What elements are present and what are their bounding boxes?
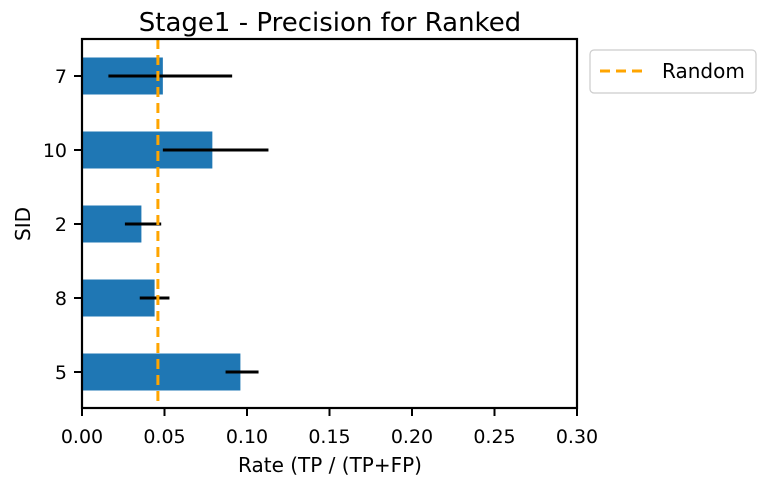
x-tick-label: 0.00 [61, 426, 103, 448]
y-tick-label: 5 [55, 362, 67, 384]
x-axis-label: Rate (TP / (TP+FP) [238, 453, 422, 477]
x-tick-label: 0.20 [391, 426, 433, 448]
y-ticks-layer: 7 10 2 8 5 [43, 66, 82, 384]
error-bars-layer [108, 74, 269, 374]
x-tick-label: 0.05 [143, 426, 185, 448]
y-tick-label: 2 [55, 214, 67, 236]
y-tick-label: 8 [55, 288, 67, 310]
y-tick-label: 10 [43, 140, 67, 162]
legend-box [589, 49, 757, 94]
legend-label-random: Random [662, 59, 745, 83]
y-axis-label: SID [11, 207, 35, 241]
x-tick-label: 0.10 [226, 426, 268, 448]
legend: Random [589, 49, 757, 94]
bar-sid-5 [82, 353, 241, 391]
x-tick-label: 0.30 [556, 426, 598, 448]
x-tick-label: 0.25 [473, 426, 515, 448]
x-ticks-layer: 0.00 0.05 0.10 0.15 0.20 0.25 0.30 [61, 408, 598, 448]
chart-title: Stage1 - Precision for Ranked [139, 8, 521, 38]
x-tick-label: 0.15 [308, 426, 350, 448]
y-tick-label: 7 [55, 66, 67, 88]
